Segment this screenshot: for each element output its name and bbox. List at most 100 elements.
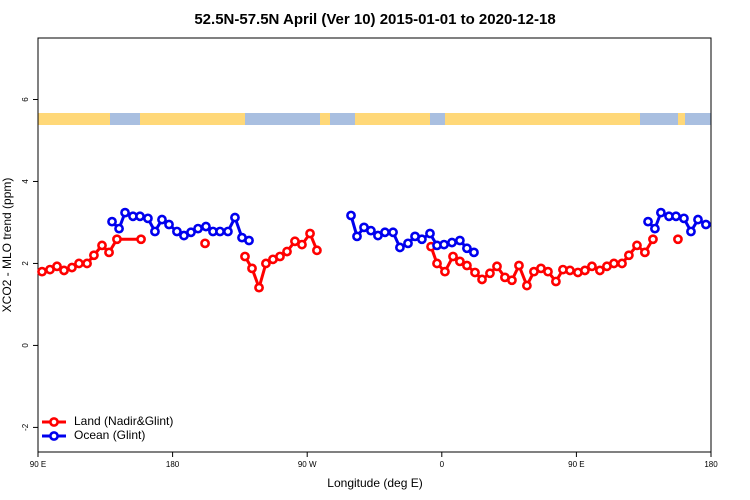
data-point — [462, 260, 472, 271]
data-point — [462, 243, 472, 254]
data-point — [67, 262, 77, 273]
data-point — [643, 216, 653, 227]
data-point — [673, 234, 683, 245]
data-point — [104, 247, 114, 258]
data-point — [59, 265, 69, 276]
data-point — [74, 258, 84, 269]
data-point — [671, 211, 681, 222]
data-point — [470, 267, 480, 278]
data-point — [425, 228, 435, 239]
data-point — [346, 210, 356, 221]
y-axis-label: XCO2 - MLO trend (ppm) — [0, 178, 14, 313]
data-point — [632, 240, 642, 251]
data-point — [164, 219, 174, 230]
chart-title: 52.5N-57.5N April (Ver 10) 2015-01-01 to… — [194, 11, 555, 28]
data-point — [143, 213, 153, 224]
data-point — [223, 226, 233, 237]
data-point — [157, 214, 167, 225]
legend-label: Ocean (Glint) — [74, 428, 145, 442]
data-point — [107, 216, 117, 227]
x-tick-label: 0 — [440, 460, 445, 469]
data-point — [200, 238, 210, 249]
data-point — [312, 245, 322, 256]
data-point — [454, 235, 465, 246]
data-point — [172, 226, 182, 237]
data-point — [366, 225, 376, 236]
plot-frame — [37, 37, 712, 453]
data-point — [135, 211, 145, 222]
data-point — [655, 207, 666, 218]
data-point — [587, 261, 597, 272]
data-point — [352, 231, 362, 242]
data-point — [507, 275, 517, 286]
data-point — [686, 226, 696, 237]
data-point — [112, 234, 122, 245]
data-point — [52, 261, 62, 272]
data-point — [565, 265, 575, 276]
data-point — [201, 221, 211, 232]
x-tick-label: 90 E — [568, 460, 584, 469]
data-point — [580, 265, 590, 276]
data-point — [448, 251, 458, 262]
data-point — [679, 213, 689, 224]
data-point — [477, 274, 487, 285]
data-point — [594, 265, 605, 276]
y-tick-label: -2 — [21, 423, 30, 431]
data-point — [114, 223, 124, 234]
data-point — [275, 251, 285, 262]
data-point — [261, 258, 271, 269]
data-point — [440, 266, 450, 277]
data-point — [439, 239, 449, 250]
data-point — [150, 226, 160, 237]
data-point — [136, 234, 146, 245]
data-point — [297, 239, 307, 250]
data-point — [282, 246, 292, 257]
data-point — [617, 258, 627, 269]
land-ocean-mask — [38, 113, 711, 125]
y-tick-label: 4 — [21, 179, 30, 184]
legend-marker — [49, 431, 59, 441]
data-point — [193, 223, 203, 234]
data-point — [639, 247, 650, 258]
data-point — [551, 276, 561, 287]
x-axis-label: Longitude (deg E) — [327, 476, 422, 490]
data-point — [492, 261, 502, 272]
data-point — [403, 238, 413, 249]
data-point — [447, 237, 457, 248]
data-point — [186, 227, 196, 238]
data-point — [514, 260, 524, 271]
data-point — [97, 240, 107, 251]
data-point — [244, 235, 254, 246]
data-point — [240, 251, 250, 262]
legend-label: Land (Nadir&Glint) — [74, 414, 173, 428]
data-point — [701, 219, 711, 230]
data-point — [388, 227, 398, 238]
x-tick-label: 90 E — [30, 460, 46, 469]
data-point — [693, 214, 703, 225]
data-point — [454, 256, 465, 267]
data-point — [89, 250, 99, 261]
data-point — [543, 266, 553, 277]
data-point — [521, 280, 532, 291]
data-point — [247, 263, 257, 274]
x-tick-label: 180 — [704, 460, 718, 469]
data-point — [254, 282, 264, 293]
y-tick-label: 0 — [21, 343, 30, 348]
data-point — [469, 247, 479, 258]
data-point — [215, 226, 225, 237]
data-point — [380, 227, 390, 238]
data-point — [395, 242, 405, 253]
data-point — [648, 234, 658, 245]
data-point — [305, 228, 315, 239]
data-point — [37, 266, 47, 277]
data-point — [623, 250, 634, 261]
data-point — [432, 258, 442, 269]
data-point — [82, 258, 92, 269]
data-point — [609, 258, 619, 269]
data-point — [417, 234, 427, 245]
y-tick-label: 2 — [21, 261, 30, 266]
data-point — [230, 212, 240, 223]
data-point — [650, 223, 660, 234]
legend-marker — [49, 417, 59, 427]
